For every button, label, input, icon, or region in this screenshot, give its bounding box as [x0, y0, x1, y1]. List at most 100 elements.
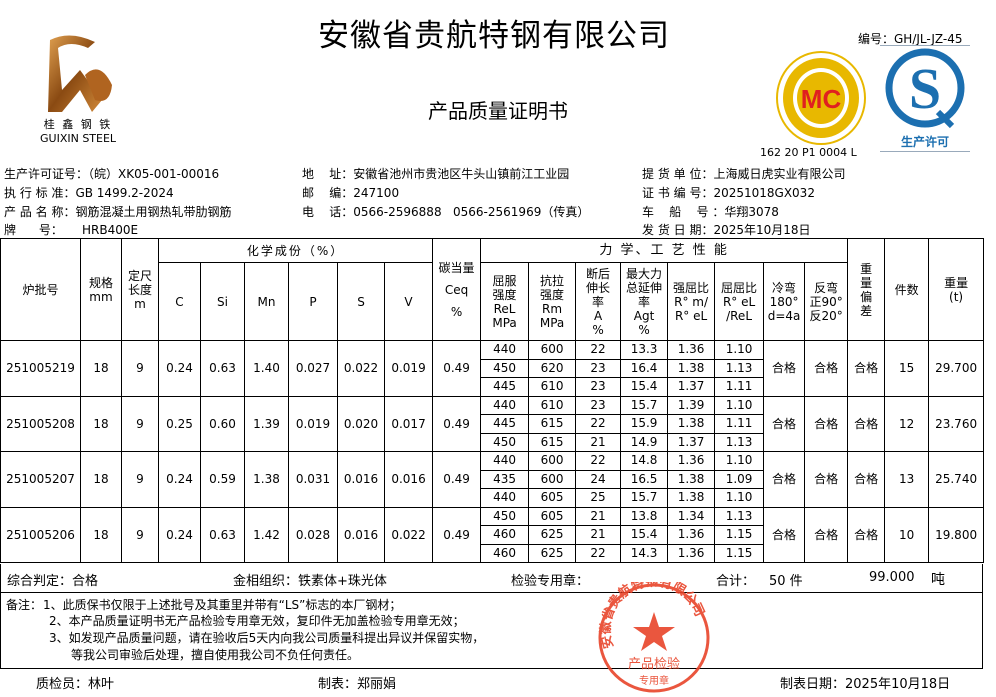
- table-row: 251005208 18 9 0.25 0.60 1.39 0.019 0.020 0.017 0…: [0, 395, 985, 452]
- header-ceq-line: Ceq: [444, 282, 469, 297]
- chem-value: 0.63: [200, 506, 245, 563]
- header-mech-3-line: Agt: [633, 308, 655, 323]
- label: 发 货 日 期：: [642, 223, 714, 237]
- batch-number: 251005208: [0, 395, 81, 452]
- svg-text:MC: MC: [801, 84, 842, 114]
- vehicle-number: 华翔3078: [724, 205, 779, 219]
- table-row: 251005219 18 9 0.24 0.63 1.40 0.027 0.022 0.019 0…: [0, 340, 985, 397]
- header-mech-2-line: 伸长: [586, 280, 611, 295]
- guixin-logo: [40, 30, 120, 118]
- mech-value: 625: [528, 543, 577, 563]
- chem-value: 0.016: [337, 506, 385, 563]
- preparer: 制表：郑丽娟: [318, 677, 397, 692]
- label: 牌 号：: [4, 223, 63, 237]
- header-mech-5-line: 屈屈比: [721, 280, 758, 295]
- chem-value: 0.25: [158, 395, 201, 452]
- note-line-1: 1、此质保书仅限于上述批号及其重里并带有“LS”标志的本厂钢材；: [43, 598, 402, 612]
- pieces: 13: [884, 451, 930, 508]
- summary-row: 综合判定：合格 金相组织：铁素体+珠光体 检验专用章： 合计： 50 件 99.…: [0, 564, 983, 593]
- mech-value: 15.4: [620, 525, 669, 545]
- mech-value: 14.8: [620, 451, 669, 471]
- mech-value: 1.37: [667, 377, 716, 397]
- header-weight-line: (t): [949, 289, 964, 304]
- batch-number: 251005206: [0, 506, 81, 563]
- weight: 25.740: [928, 451, 985, 508]
- header-length: 定尺 长度 m: [121, 238, 159, 341]
- mech-value: 450: [480, 432, 530, 452]
- chem-value: 0.031: [288, 451, 338, 508]
- grade-value: HRB400E: [81, 223, 139, 237]
- mech-value: 445: [480, 377, 530, 397]
- mech-value: 610: [528, 395, 577, 415]
- header-mech-5-line: R° eL: [722, 294, 756, 309]
- label: 证 书 编 号：: [642, 186, 714, 200]
- mech-value: 450: [480, 358, 530, 378]
- mech-value: 1.36: [667, 543, 716, 563]
- label: 提 货 单 位：: [642, 167, 714, 181]
- header-weight-deviation-line: 偏: [860, 289, 873, 304]
- chem-value: 0.028: [288, 506, 338, 563]
- license-line: 生产许可证号：（皖）XK05-001-00016: [4, 165, 219, 182]
- overall-verdict: 综合判定：合格: [7, 574, 99, 589]
- ship-date-line: 发 货 日 期：2025年10月18日: [642, 221, 811, 238]
- table-subrow: 460 625 21 15.4 1.36 1.15: [1, 525, 984, 545]
- header-mech-7-line: 反弯: [814, 280, 839, 295]
- mech-value: 24: [575, 469, 622, 489]
- header-ceq-line: 碳当量: [438, 260, 475, 275]
- header-mech-4-line: 强屈比: [673, 280, 710, 295]
- header-mech-0-line: 屈服: [492, 273, 517, 288]
- mech-value: 21: [575, 432, 622, 452]
- header-chem-mn: Mn: [244, 262, 289, 341]
- mech-value: 15.4: [620, 377, 669, 397]
- mech-value: 600: [528, 469, 577, 489]
- header-ceq-line: %: [450, 304, 463, 319]
- mech-value: 1.11: [714, 377, 765, 397]
- svg-text:产品检验: 产品检验: [628, 656, 680, 672]
- header-mech-2-line: 率: [592, 294, 605, 309]
- label: 电 话：: [302, 205, 354, 219]
- mech-value: 450: [480, 506, 530, 526]
- mech-value: 460: [480, 543, 530, 563]
- mech-value: 1.39: [667, 395, 716, 415]
- ceq-value: 0.49: [432, 451, 482, 508]
- mech-value: 1.15: [714, 525, 765, 545]
- weight-deviation-result: 合格: [847, 506, 886, 563]
- mech-value: 1.37: [667, 432, 716, 452]
- mech-value: 15.7: [620, 488, 669, 508]
- chem-value: 0.016: [383, 451, 434, 508]
- header-ceq: 碳当量 Ceq%: [432, 238, 482, 341]
- document-title: 产品质量证明书: [428, 99, 568, 123]
- mech-value: 625: [528, 525, 577, 545]
- weight: 29.700: [928, 340, 985, 397]
- chem-value: 0.59: [200, 451, 245, 508]
- chem-value: 0.24: [158, 451, 201, 508]
- header-mech-3-line: 总延伸: [626, 280, 663, 295]
- phone-value: 0566-2596888 0566-2561969（传真）: [353, 205, 590, 219]
- header-mech-6-line: d=4a: [767, 308, 801, 323]
- pieces: 15: [884, 340, 930, 397]
- chem-value: 0.24: [158, 340, 201, 397]
- mech-value: 620: [528, 358, 577, 378]
- mech-value: 1.38: [667, 469, 716, 489]
- header-spec-line: mm: [89, 289, 113, 304]
- address-value: 安徽省池州市贵池区牛头山镇前江工业园: [353, 167, 570, 181]
- seal-label: 检验专用章：: [511, 574, 590, 589]
- mech-value: 440: [480, 395, 530, 415]
- header-chem-c: C: [158, 262, 201, 341]
- mc-certificate-number: 162 20 P1 0004 L: [760, 146, 857, 159]
- pieces: 12: [884, 395, 930, 452]
- chem-value: 0.24: [158, 506, 201, 563]
- batch-number: 251005219: [0, 340, 81, 397]
- header-batch: 炉批号: [0, 238, 81, 341]
- ship-date: 2025年10月18日: [713, 223, 811, 237]
- header-weight: 重量 (t): [928, 238, 985, 341]
- label: 车 船 号 ：: [642, 205, 725, 219]
- consignee-line: 提 货 单 位：上海威日虎实业有限公司: [642, 165, 845, 182]
- mech-value: 605: [528, 488, 577, 508]
- mech-value: 1.13: [714, 506, 765, 526]
- header-chem-si: Si: [200, 262, 245, 341]
- weight-deviation-result: 合格: [847, 340, 886, 397]
- mech-value: 1.09: [714, 469, 765, 489]
- cold-bend-result: 合格: [763, 340, 806, 397]
- notes-label: 备注：: [6, 598, 43, 612]
